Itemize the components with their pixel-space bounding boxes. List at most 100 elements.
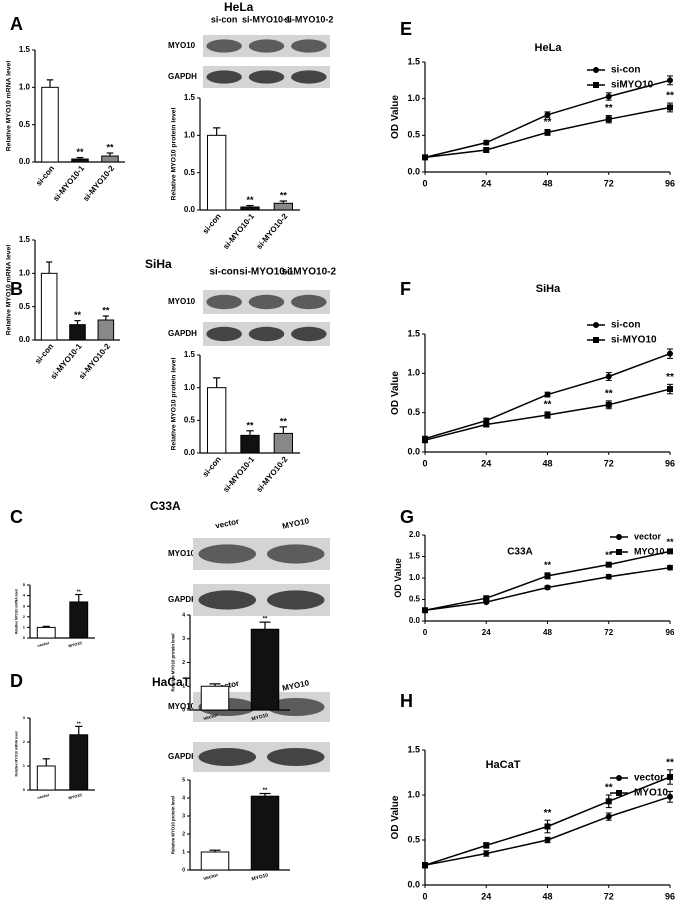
significance-label: ** bbox=[280, 191, 288, 201]
marker bbox=[605, 373, 612, 380]
panel-letter: F bbox=[400, 279, 411, 299]
legend-marker bbox=[593, 67, 599, 73]
x-tick-label: vector bbox=[37, 640, 50, 648]
x-tick-label: 24 bbox=[481, 458, 491, 468]
significance-label: ** bbox=[605, 103, 613, 114]
significance-label: ** bbox=[76, 147, 84, 157]
marker bbox=[544, 584, 551, 591]
bar bbox=[240, 434, 260, 454]
significance-label: ** bbox=[263, 617, 268, 623]
marker bbox=[667, 77, 673, 84]
blot-band bbox=[248, 294, 285, 310]
marker bbox=[483, 147, 490, 153]
significance-label: ** bbox=[666, 757, 674, 768]
marker bbox=[483, 850, 490, 857]
blot-band bbox=[198, 748, 257, 766]
blot-band bbox=[198, 590, 257, 610]
y-tick-label: 2 bbox=[182, 831, 185, 837]
panel-letter: G bbox=[400, 507, 414, 527]
lane-label: MYO10 bbox=[281, 678, 310, 693]
y-tick-label: 2.0 bbox=[409, 530, 421, 539]
bar bbox=[69, 324, 86, 341]
y-tick-label: 4 bbox=[182, 795, 185, 801]
x-tick-label: MYO10 bbox=[251, 712, 269, 722]
y-tick-label: 1.0 bbox=[407, 93, 420, 103]
y-tick-label: 0 bbox=[23, 635, 26, 640]
y-tick-label: 1.0 bbox=[19, 268, 31, 277]
x-tick-label: MYO10 bbox=[68, 640, 83, 649]
x-tick-label: 72 bbox=[604, 458, 614, 468]
lane-label: vector bbox=[214, 517, 239, 531]
marker bbox=[544, 391, 551, 398]
significance-label: ** bbox=[605, 783, 613, 794]
blot-row-label: GAPDH bbox=[168, 752, 197, 761]
bar bbox=[273, 432, 293, 454]
blot-band bbox=[206, 70, 242, 84]
blot-band bbox=[266, 590, 325, 610]
marker bbox=[422, 154, 428, 161]
legend-label: si-MYO10 bbox=[611, 335, 657, 346]
blot-row-label: MYO10 bbox=[168, 702, 196, 711]
y-tick-label: 0.0 bbox=[19, 157, 31, 166]
blot-band bbox=[206, 39, 242, 53]
marker bbox=[544, 129, 551, 136]
x-tick-label: si-MYO10-2 bbox=[255, 211, 290, 251]
y-tick-label: 0.0 bbox=[184, 205, 196, 214]
y-tick-label: 1 bbox=[23, 624, 26, 629]
y-tick-label: 1.5 bbox=[19, 235, 31, 244]
y-axis-label: OD Value bbox=[390, 95, 401, 139]
y-tick-label: 0.5 bbox=[407, 407, 420, 417]
marker bbox=[667, 564, 673, 571]
y-axis-label: Relative MYO10 mRNA level bbox=[5, 61, 12, 152]
y-tick-label: 0.5 bbox=[184, 168, 196, 177]
y-tick-label: 0 bbox=[23, 787, 26, 792]
y-tick-label: 0.0 bbox=[407, 166, 420, 176]
marker bbox=[605, 561, 612, 568]
blot-band bbox=[248, 39, 285, 53]
y-tick-label: 2 bbox=[23, 614, 26, 619]
x-tick-label: 96 bbox=[666, 628, 675, 637]
blot-band bbox=[266, 698, 325, 716]
y-tick-label: 1 bbox=[182, 684, 185, 690]
marker bbox=[667, 350, 673, 357]
significance-label: ** bbox=[74, 310, 82, 320]
blot-title: HeLa bbox=[224, 0, 254, 14]
significance-label: ** bbox=[605, 550, 613, 560]
legend-label: si-con bbox=[611, 320, 640, 331]
y-tick-label: 2 bbox=[182, 660, 185, 666]
y-axis-label: OD Value bbox=[393, 558, 403, 598]
significance-label: ** bbox=[106, 143, 114, 153]
x-tick-label: si-con bbox=[201, 455, 223, 479]
y-tick-label: 1.0 bbox=[19, 82, 31, 91]
x-tick-label: si-MYO10-1 bbox=[221, 211, 256, 251]
bar bbox=[101, 155, 119, 163]
blot-row-label: GAPDH bbox=[168, 595, 197, 604]
lane-label: si-MYO10-2 bbox=[284, 14, 333, 24]
blot-row-label: MYO10 bbox=[168, 549, 196, 558]
x-tick-label: si-MYO10-2 bbox=[255, 454, 290, 494]
y-tick-label: 0.5 bbox=[184, 415, 196, 424]
y-tick-label: 1.5 bbox=[407, 744, 420, 754]
y-tick-label: 1 bbox=[182, 849, 185, 855]
bar bbox=[71, 158, 89, 163]
y-axis-label: Relative MYO10 mRNA level bbox=[15, 731, 19, 776]
significance-label: ** bbox=[246, 195, 254, 205]
chart-title: SiHa bbox=[536, 283, 561, 295]
y-axis-label: Relative MYO10 protein level bbox=[171, 633, 176, 691]
x-tick-label: 72 bbox=[604, 178, 614, 188]
x-tick-label: 0 bbox=[422, 178, 427, 188]
y-tick-label: 1.5 bbox=[184, 350, 196, 359]
blot-title: HaCaT bbox=[152, 675, 191, 689]
blot-band bbox=[266, 748, 325, 766]
bar bbox=[69, 734, 89, 791]
lane-label: si-con bbox=[209, 267, 238, 278]
bar bbox=[97, 319, 115, 341]
significance-label: ** bbox=[77, 589, 81, 595]
y-tick-label: 4 bbox=[182, 612, 185, 618]
bar bbox=[40, 272, 58, 341]
x-tick-label: 24 bbox=[481, 891, 491, 901]
marker bbox=[605, 93, 612, 100]
x-tick-label: vector bbox=[203, 712, 219, 722]
blot-row-label: MYO10 bbox=[168, 297, 196, 306]
